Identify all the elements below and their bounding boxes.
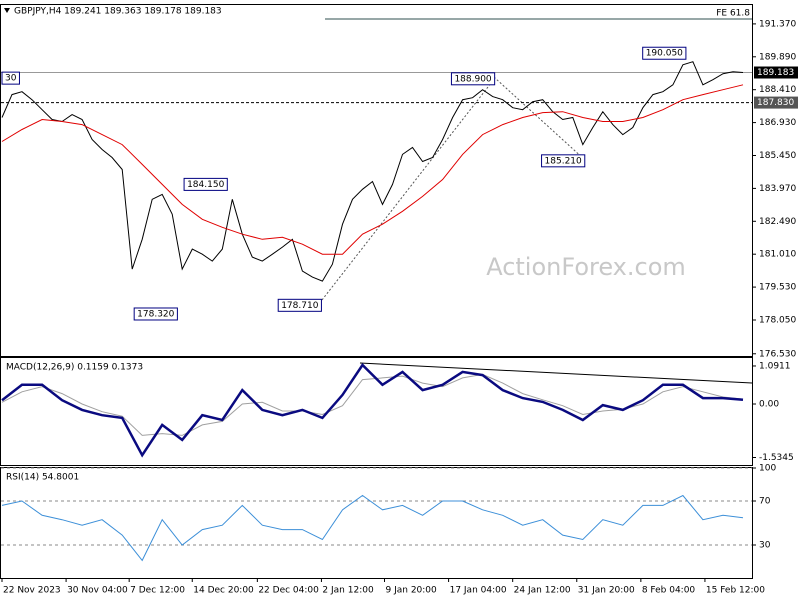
macd-panel xyxy=(0,357,753,466)
annotation-box xyxy=(183,177,228,191)
price-annotation: 178.710 xyxy=(281,301,318,311)
x-tick-label: 24 Jan 12:00 xyxy=(514,586,571,596)
price-annotation: 30 xyxy=(5,74,17,84)
annotation-box xyxy=(1,71,20,85)
annotation-box xyxy=(133,307,178,321)
y-tick-label: 179.530 xyxy=(759,283,796,293)
x-tick-label: 22 Dec 04:00 xyxy=(258,586,319,596)
y-tick-label: 189.890 xyxy=(759,52,796,62)
indicator-line xyxy=(1,363,744,458)
y-tick-label: 183.970 xyxy=(759,184,796,194)
price-box-label: 187.830 xyxy=(757,98,794,108)
y-tick-label: 182.490 xyxy=(759,217,796,227)
y-tick-label: 30 xyxy=(759,541,771,551)
fe-label: FE 61.8 xyxy=(716,9,750,19)
y-tick-label: 181.010 xyxy=(759,250,796,260)
y-tick-label: -1.5345 xyxy=(759,453,794,463)
chart-title: GBPJPY,H4 189.241 189.363 189.178 189.18… xyxy=(14,7,222,17)
x-tick-label: 22 Nov 2023 xyxy=(3,586,61,596)
y-tick-label: 70 xyxy=(759,497,771,507)
macd-trend-line xyxy=(359,362,753,384)
watermark: ActionForex.com xyxy=(486,253,686,281)
rsi-panel xyxy=(0,467,753,579)
annotation-box xyxy=(541,154,586,168)
x-tick-label: 17 Jan 04:00 xyxy=(450,586,507,596)
price-annotation: 188.900 xyxy=(454,74,491,84)
x-tick-label: 2 Jan 12:00 xyxy=(322,586,374,596)
x-tick-label: 9 Jan 20:00 xyxy=(386,586,438,596)
x-tick-label: 7 Dec 12:00 xyxy=(130,586,185,596)
price-box xyxy=(754,66,798,79)
y-tick-label: 191.370 xyxy=(759,19,796,29)
price-annotation: 184.150 xyxy=(187,180,224,190)
y-tick-label: 176.530 xyxy=(759,349,796,359)
x-tick-label: 15 Feb 12:00 xyxy=(706,586,765,596)
price-annotation: 185.210 xyxy=(545,156,582,166)
x-tick-label: 14 Dec 20:00 xyxy=(193,586,254,596)
indicator-line xyxy=(1,84,744,255)
price-annotation: 190.050 xyxy=(646,49,683,59)
indicator-line xyxy=(1,494,744,562)
chart-title: MACD(12,26,9) 0.1159 0.1373 xyxy=(6,363,143,373)
y-tick-label: 0.00 xyxy=(759,400,779,410)
y-tick-label: 178.050 xyxy=(759,315,796,325)
y-tick-label: 100 xyxy=(759,464,776,474)
y-tick-label: 1.0911 xyxy=(759,361,791,371)
menu-arrow xyxy=(4,8,10,13)
price-annotation: 178.320 xyxy=(137,309,174,319)
y-tick-label: 188.410 xyxy=(759,85,796,95)
annotation-box xyxy=(642,46,687,60)
y-tick-label: 186.930 xyxy=(759,118,796,128)
y-tick-label: 185.450 xyxy=(759,151,796,161)
x-tick-label: 8 Feb 04:00 xyxy=(642,586,696,596)
price-line-series xyxy=(1,61,744,282)
price-box-label: 189.183 xyxy=(757,68,794,78)
x-tick-label: 31 Jan 20:00 xyxy=(578,586,635,596)
annotation-box xyxy=(450,72,496,86)
price-panel xyxy=(0,4,753,357)
annotation-box xyxy=(277,298,322,312)
chart-title: RSI(14) 54.8001 xyxy=(6,473,79,483)
x-tick-label: 30 Nov 04:00 xyxy=(67,586,128,596)
price-box xyxy=(754,96,798,109)
